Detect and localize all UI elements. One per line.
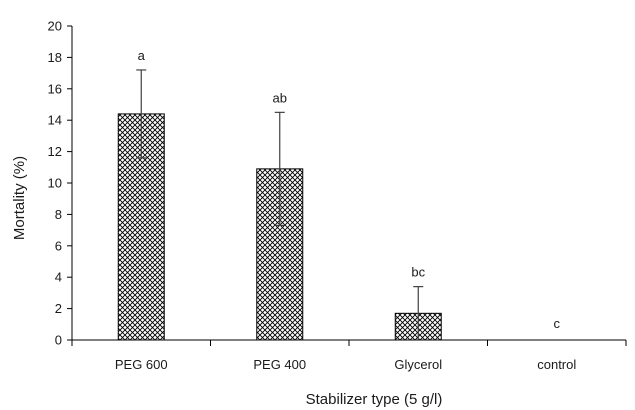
x-axis-title: Stabilizer type (5 g/l) [306,391,443,408]
x-tick-label: PEG 600 [115,357,168,372]
x-tick-label: control [537,357,576,372]
y-tick-label: 8 [55,207,62,222]
y-tick-label: 16 [48,81,62,96]
y-axis: 0 2 4 6 8 10 12 14 16 18 20 [48,19,73,348]
significance-label: c [554,316,561,331]
y-tick-label: 12 [48,144,62,159]
y-tick-label: 10 [48,176,62,191]
y-tick-label: 2 [55,301,62,316]
y-tick-label: 18 [48,50,62,65]
y-tick-label: 6 [55,238,62,253]
y-tick-label: 4 [55,270,62,285]
significance-label: ab [273,90,287,105]
y-tick-label: 14 [48,113,62,128]
y-tick-label: 0 [55,333,62,348]
x-tick-label: PEG 400 [253,357,306,372]
bars: a ab bc c [117,48,561,341]
x-tick-label: Glycerol [394,357,442,372]
x-axis: PEG 600 PEG 400 Glycerol control [71,339,627,372]
significance-label: bc [411,265,425,280]
significance-label: a [138,48,146,63]
y-axis-title: Mortality (%) [11,156,28,240]
y-tick-label: 20 [48,19,62,34]
